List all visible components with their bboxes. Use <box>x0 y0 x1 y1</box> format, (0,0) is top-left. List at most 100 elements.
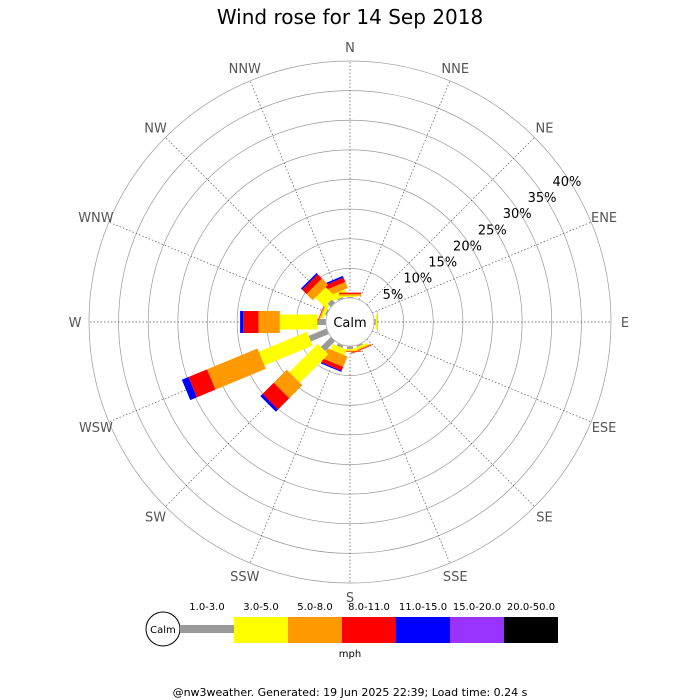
direction-label-nne: NNE <box>441 62 469 77</box>
direction-label-n: N <box>345 41 355 56</box>
spoke-nnw <box>249 80 342 300</box>
percent-label: 15% <box>428 256 457 271</box>
bar-segment-sw-0 <box>320 336 336 352</box>
spoke-ne <box>366 137 535 306</box>
percent-label: 25% <box>478 223 507 238</box>
legend-bin-label-6: 20.0-50.0 <box>507 602 555 613</box>
spoke-se <box>366 338 535 507</box>
bar-segment-wnw-1 <box>320 304 330 320</box>
bar-w <box>240 311 326 333</box>
spoke-nne <box>358 80 451 300</box>
bar-segment-ssw-1 <box>330 344 347 356</box>
speed-legend: Calm 1.0-3.0 3.0-5.0 5.0-8.0 8.0-11.0 11.0-1… <box>145 602 558 660</box>
wind-bars <box>181 272 378 412</box>
calm-label: Calm <box>333 316 366 331</box>
percent-label: 35% <box>528 191 557 206</box>
bar-segment-wsw-1 <box>258 331 313 366</box>
bar-segment-nw-3 <box>302 274 322 294</box>
bar-segment-w-3 <box>243 311 259 333</box>
legend-bin-label-5: 15.0-20.0 <box>453 602 501 613</box>
bar-segment-nnw-0 <box>337 297 344 301</box>
bar-segment-ssw-4 <box>320 362 342 372</box>
direction-label-nnw: NNW <box>229 62 261 77</box>
bar-wsw <box>181 328 329 401</box>
bar-segment-ssw-0 <box>336 343 344 349</box>
bar-segment-nnw-4 <box>322 275 344 286</box>
direction-label-nw: NW <box>144 122 167 137</box>
direction-label-se: SE <box>536 510 552 525</box>
legend-swatch-1 <box>234 617 288 643</box>
legend-bin-label-3: 8.0-11.0 <box>348 602 390 613</box>
bar-segment-e-2 <box>376 311 378 333</box>
direction-label-e: E <box>621 316 629 331</box>
bar-segment-nnw-1 <box>330 289 348 302</box>
spoke-wnw <box>108 221 328 314</box>
footer-text: @nw3weather. Generated: 19 Jun 2025 22:3… <box>173 686 528 699</box>
bar-segment-sw-2 <box>273 369 303 399</box>
bar-segment-nw-4 <box>300 272 318 290</box>
bar-segment-e-1 <box>375 314 377 330</box>
grid-ring <box>147 119 553 525</box>
bar-segment-ssw-3 <box>321 358 344 371</box>
bar-segment-wnw-0 <box>325 309 329 316</box>
bar-segment-nw-1 <box>315 287 335 307</box>
direction-label-ne: NE <box>535 122 553 137</box>
spoke-ene <box>372 221 592 314</box>
grid-ring <box>88 60 612 584</box>
bar-e <box>374 311 378 333</box>
direction-label-ene: ENE <box>591 211 617 226</box>
bar-segment-nw-2 <box>306 278 329 301</box>
spoke-ese <box>372 330 592 423</box>
percent-label: 10% <box>403 272 432 287</box>
bar-segment-sse-1 <box>352 342 368 351</box>
bar-segment-w-1 <box>279 314 318 330</box>
legend-bin-label-4: 11.0-15.0 <box>399 602 447 613</box>
spoke-sse <box>358 344 451 564</box>
legend-bin-label-0: 1.0-3.0 <box>189 602 224 613</box>
bar-segment-n-3 <box>339 292 361 294</box>
bar-segment-wsw-4 <box>181 377 197 401</box>
legend-swatch-2 <box>288 617 342 643</box>
bar-segment-n-2 <box>339 293 361 296</box>
direction-label-sw: SW <box>145 510 166 525</box>
legend-calm-label: Calm <box>150 625 176 636</box>
calm-circle <box>325 297 375 347</box>
legend-swatch-3 <box>342 617 396 643</box>
legend-swatch-6 <box>504 617 558 643</box>
spoke-nw <box>165 137 334 306</box>
bar-segment-wsw-3 <box>188 369 216 398</box>
bar-segment-sw-4 <box>260 394 278 412</box>
direction-label-ese: ESE <box>592 421 617 436</box>
bar-segment-w-4 <box>240 311 244 333</box>
bar-sw <box>260 336 336 412</box>
legend-swatch-4 <box>396 617 450 643</box>
bar-segment-w-2 <box>258 311 280 333</box>
direction-label-ssw: SSW <box>230 570 260 585</box>
percent-label: 30% <box>503 207 532 222</box>
bar-segment-sse-0 <box>356 343 363 347</box>
direction-label-wsw: WSW <box>79 421 113 436</box>
direction-label-w: W <box>69 316 82 331</box>
bar-segment-ssw-2 <box>322 348 348 367</box>
percent-label: 40% <box>552 175 581 190</box>
legend-swatch-0 <box>180 625 234 633</box>
bar-segment-wsw-2 <box>207 348 266 390</box>
bar-nw <box>300 272 336 308</box>
spoke-ssw <box>249 344 342 564</box>
bar-segment-n-1 <box>342 295 358 297</box>
bar-segment-nw-0 <box>327 299 336 308</box>
chart-title: Wind rose for 14 Sep 2018 <box>217 5 483 29</box>
legend-bin-label-1: 3.0-5.0 <box>243 602 278 613</box>
percent-label: 5% <box>383 288 404 303</box>
legend-bin-label-2: 5.0-8.0 <box>297 602 332 613</box>
direction-label-s: S <box>346 591 354 606</box>
percent-labels: 5%10%15% 20%25%30%35%40% <box>383 175 582 303</box>
percent-label: 20% <box>453 239 482 254</box>
calm-center: Calm <box>325 297 375 347</box>
bar-ssw <box>320 343 348 372</box>
legend-unit-label: mph <box>339 649 361 660</box>
grid-ring <box>207 179 493 465</box>
direction-labels: N NNE NE ENE E ESE SE SSE S SSW SW WSW W WNW NW NNW <box>69 41 630 606</box>
legend-swatch-5 <box>450 617 504 643</box>
